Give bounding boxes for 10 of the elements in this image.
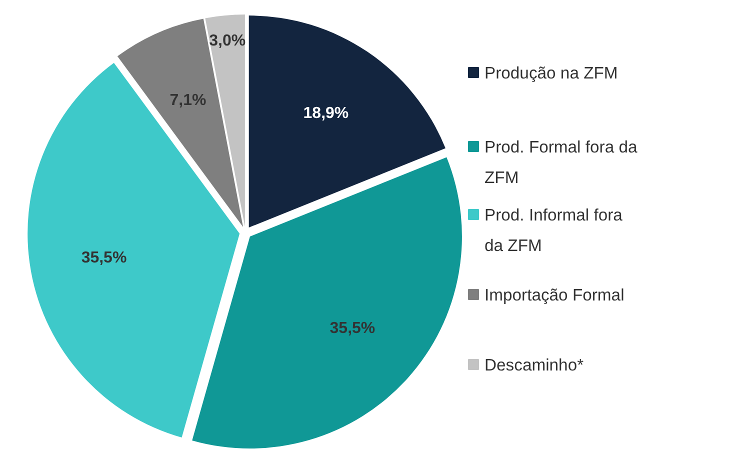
data-label: 18,9%: [303, 104, 349, 122]
data-label: 35,5%: [330, 320, 376, 338]
legend-label: Produção na ZFM: [484, 64, 618, 82]
data-label: 7,1%: [170, 92, 206, 110]
data-label: 35,5%: [81, 250, 127, 267]
legend-label: Descaminho*: [484, 356, 584, 374]
legend-label: Prod. Informal fora da ZFM: [484, 206, 624, 255]
legend-label: Importação Formal: [484, 286, 624, 304]
data-label: 3,0%: [209, 32, 246, 50]
legend-label: Prod. Formal fora da ZFM: [484, 138, 638, 187]
